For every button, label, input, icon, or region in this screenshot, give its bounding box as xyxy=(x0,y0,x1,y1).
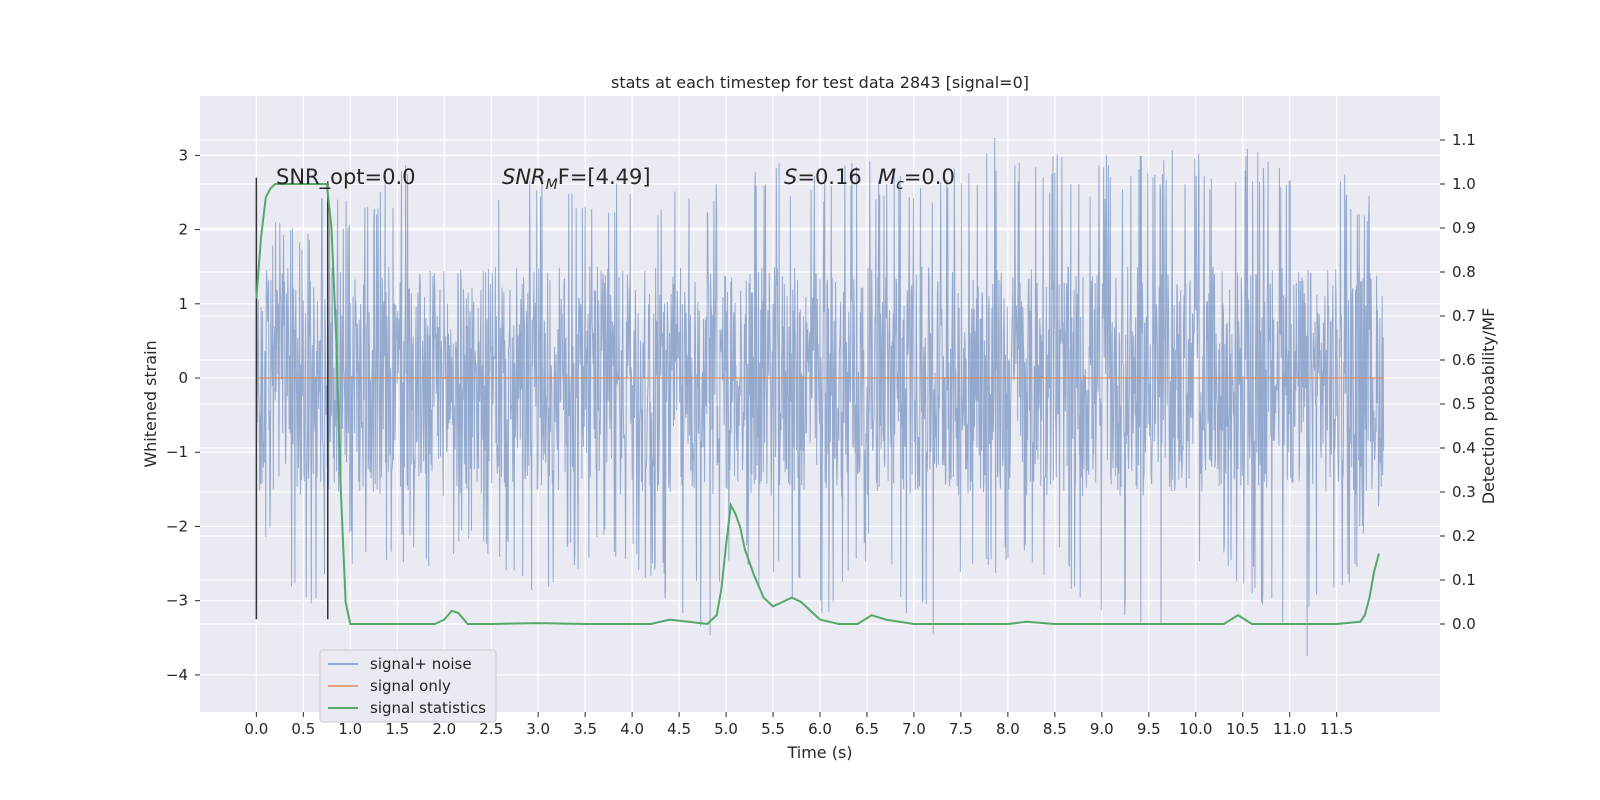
y-axis-ticks: −4 −3 −2 −1 0 1 2 3 xyxy=(166,146,200,684)
x-tick-label-2: 1.0 xyxy=(338,720,362,738)
y-tick-label-4: 0 xyxy=(178,369,188,387)
y-tick-label-7: 3 xyxy=(178,146,188,164)
x-tick-label-11: 5.5 xyxy=(761,720,785,738)
y2-tick-label-11: 1.1 xyxy=(1452,131,1476,149)
y2-tick-label-0: 0.0 xyxy=(1452,615,1476,633)
y2-tick-label-4: 0.4 xyxy=(1452,439,1476,457)
y2-tick-label-3: 0.3 xyxy=(1452,483,1476,501)
x-tick-label-16: 8.0 xyxy=(996,720,1020,738)
annotation-mc: Mc=0.0 xyxy=(878,165,955,193)
x-tick-label-22: 11.0 xyxy=(1273,720,1306,738)
x-tick-label-17: 8.5 xyxy=(1043,720,1067,738)
x-tick-label-12: 6.0 xyxy=(808,720,832,738)
grid xyxy=(200,96,1440,712)
x-tick-label-5: 2.5 xyxy=(479,720,503,738)
series-lines xyxy=(255,177,1384,626)
y2-tick-label-10: 1.0 xyxy=(1452,175,1476,193)
chart-title: stats at each timestep for test data 284… xyxy=(611,73,1029,92)
y2-tick-label-8: 0.8 xyxy=(1452,263,1476,281)
x-tick-label-13: 6.5 xyxy=(855,720,879,738)
annotations: SNR_opt=0.0 SNRMF=[4.49] S=0.16 Mc=0.0 xyxy=(276,165,955,193)
x-tick-label-14: 7.0 xyxy=(902,720,926,738)
y2-axis-label: Detection probability/MF xyxy=(1479,308,1498,505)
y-tick-label-6: 2 xyxy=(178,221,188,239)
x-tick-label-4: 2.0 xyxy=(432,720,456,738)
x-tick-label-0: 0.0 xyxy=(244,720,268,738)
y2-tick-label-6: 0.6 xyxy=(1452,351,1476,369)
y2-tick-label-7: 0.7 xyxy=(1452,307,1476,325)
series-signal-plus-noise xyxy=(255,137,1385,657)
line-signal-plus-noise xyxy=(255,137,1385,657)
x-tick-label-3: 1.5 xyxy=(385,720,409,738)
x-tick-label-15: 7.5 xyxy=(949,720,973,738)
x-axis-label: Time (s) xyxy=(786,743,852,762)
y2-tick-label-1: 0.1 xyxy=(1452,571,1476,589)
x-tick-label-1: 0.5 xyxy=(291,720,315,738)
y-axis-label: Whitened strain xyxy=(141,340,160,467)
x-tick-label-18: 9.0 xyxy=(1090,720,1114,738)
legend-label-signal-statistics: signal statistics xyxy=(370,699,486,717)
legend-label-signal-plus-noise: signal+ noise xyxy=(370,655,472,673)
x-tick-label-21: 10.5 xyxy=(1226,720,1259,738)
x-tick-label-6: 3.0 xyxy=(526,720,550,738)
y-tick-label-0: −4 xyxy=(166,666,188,684)
x-tick-label-23: 11.5 xyxy=(1320,720,1353,738)
x-tick-label-19: 9.5 xyxy=(1137,720,1161,738)
y2-tick-label-5: 0.5 xyxy=(1452,395,1476,413)
y2-tick-label-2: 0.2 xyxy=(1452,527,1476,545)
y2-tick-label-9: 0.9 xyxy=(1452,219,1476,237)
x-tick-label-9: 4.5 xyxy=(667,720,691,738)
x-tick-label-10: 5.0 xyxy=(714,720,738,738)
y-tick-label-3: −1 xyxy=(166,443,188,461)
x-tick-label-8: 4.0 xyxy=(620,720,644,738)
x-tick-label-7: 3.5 xyxy=(573,720,597,738)
line-signal-statistics xyxy=(255,183,1380,626)
y-tick-label-1: −3 xyxy=(166,592,188,610)
annotation-snr-opt: SNR_opt=0.0 xyxy=(276,165,416,190)
y-tick-label-2: −2 xyxy=(166,517,188,535)
y2-axis-ticks: 0.0 0.1 0.2 0.3 0.4 0.5 0.6 0.7 0.8 0.9 1.0 1.1 xyxy=(1440,131,1476,633)
legend-label-signal-only: signal only xyxy=(370,677,451,695)
x-tick-label-20: 10.0 xyxy=(1179,720,1212,738)
annotation-s: S=0.16 xyxy=(784,165,862,189)
y-tick-label-5: 1 xyxy=(178,295,188,313)
legend-box xyxy=(319,649,497,723)
legend: signal+ noise signal only signal statist… xyxy=(319,649,497,723)
x-axis-ticks: 0.0 0.5 1.0 1.5 2.0 2.5 3.0 3.5 4.0 4.5 5.0 5.5 6.0 6… xyxy=(244,712,1353,738)
annotation-snr-mf: SNRMF=[4.49] xyxy=(502,165,651,193)
